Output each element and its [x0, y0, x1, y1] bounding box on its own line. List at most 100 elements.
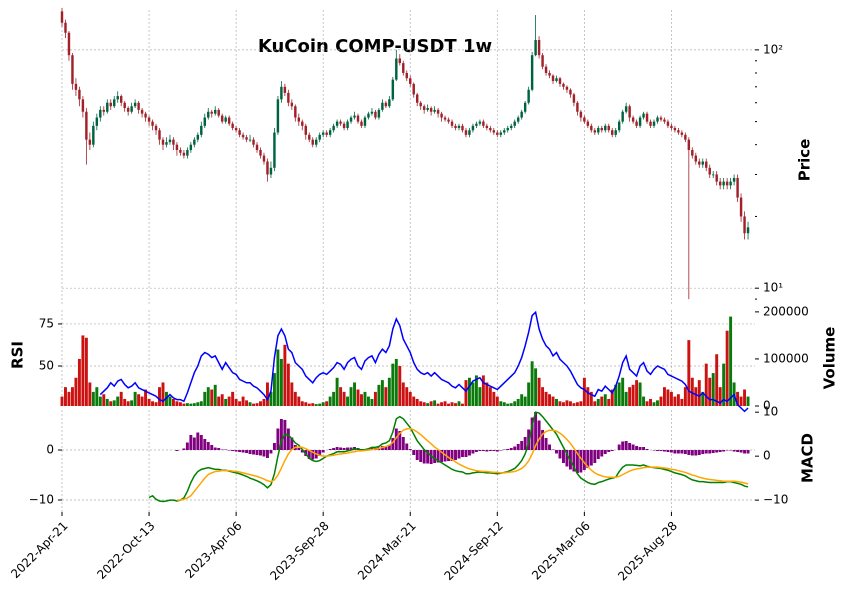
candle-body	[395, 58, 398, 80]
candle-body	[99, 109, 102, 118]
candle-body	[705, 161, 708, 168]
volume-bar	[119, 391, 123, 406]
candle-body	[520, 111, 523, 118]
volume-bar	[109, 401, 113, 406]
candle-body	[245, 137, 248, 140]
volume-bar	[290, 382, 294, 406]
histogram-bar	[318, 450, 322, 456]
volume-bar	[213, 384, 217, 406]
histogram-bar	[499, 450, 503, 451]
volume-bar	[158, 387, 161, 406]
histogram-bar	[335, 447, 339, 450]
candle-body	[415, 94, 419, 103]
candle-body	[701, 161, 704, 165]
volume-bar	[495, 396, 499, 406]
histogram-bar	[662, 450, 666, 452]
volume-bar	[555, 398, 558, 406]
volume-bar	[624, 391, 628, 406]
histogram-bar	[387, 445, 391, 450]
candle-body	[398, 58, 402, 64]
histogram-bar	[370, 447, 374, 450]
price-label: Price	[796, 139, 814, 182]
candle-body	[248, 139, 252, 141]
volume-bar	[196, 402, 200, 406]
y-tick-label: −10	[29, 493, 54, 507]
candle-body	[269, 167, 273, 175]
candle-body	[335, 121, 339, 126]
histogram-bar	[419, 450, 423, 462]
candle-body	[238, 130, 241, 135]
candle-body	[631, 117, 635, 122]
x-tick-label: 2022-Apr-21	[8, 519, 70, 581]
histogram-bar	[659, 450, 663, 451]
volume-bar	[64, 387, 67, 406]
volume-bar	[433, 400, 437, 406]
histogram-bar	[346, 447, 350, 450]
candle-body	[457, 125, 461, 129]
histogram-bar	[300, 450, 304, 453]
x-tick-label: 2024-Mar-21	[355, 519, 419, 583]
candle-body	[583, 117, 586, 122]
x-tick-label: 2023-Sep-28	[267, 519, 331, 583]
volume-bar	[736, 391, 740, 406]
histogram-bar	[582, 450, 586, 470]
volume-bar	[98, 396, 102, 406]
volume-bar	[582, 377, 586, 406]
candle-body	[301, 121, 304, 126]
volume-bar	[436, 403, 440, 406]
volume-bar	[558, 401, 562, 406]
volume-bar	[669, 391, 673, 406]
volume-bar	[91, 391, 95, 406]
histogram-bar	[548, 444, 552, 450]
candle-body	[475, 123, 478, 126]
volume-bar	[429, 401, 433, 406]
volume-bar	[304, 402, 308, 406]
volume-bar	[210, 389, 214, 406]
volume-bar	[360, 394, 363, 406]
candle-body	[405, 72, 408, 79]
candle-body	[172, 139, 175, 145]
volume-bar	[492, 391, 496, 406]
volume-bar	[203, 391, 207, 406]
candle-body	[186, 150, 189, 156]
histogram-bar	[192, 437, 196, 450]
volume-bar	[314, 404, 318, 406]
histogram-bar	[562, 450, 565, 463]
volume-bar	[178, 402, 182, 406]
histogram-bar	[436, 450, 440, 463]
volume-bar	[548, 394, 552, 406]
histogram-bar	[516, 444, 520, 450]
candle-body	[691, 150, 694, 156]
histogram-bar	[332, 448, 336, 450]
volume-bar	[415, 398, 419, 406]
candle-body	[527, 89, 530, 103]
rsi-label: RSI	[9, 341, 27, 369]
histogram-bar	[262, 450, 266, 457]
candle-body	[360, 121, 363, 126]
candle-body	[485, 125, 489, 129]
y-tick-label: 0	[763, 449, 771, 463]
histogram-bar	[391, 438, 395, 450]
volume-bar	[398, 366, 402, 406]
candle-body	[81, 99, 85, 112]
volume-bar	[185, 403, 189, 406]
histogram-bar	[349, 447, 353, 450]
volume-bar	[628, 387, 632, 406]
histogram-bar	[596, 450, 600, 459]
candle-body	[503, 130, 506, 133]
volume-bar	[318, 403, 322, 406]
volume-bar	[328, 396, 332, 406]
volume-bar	[366, 396, 370, 406]
histogram-bar	[454, 450, 457, 460]
candle-body	[252, 139, 255, 145]
histogram-bar	[610, 450, 614, 451]
volume-bar	[276, 349, 280, 406]
candle-body	[339, 121, 342, 124]
candle-body	[227, 117, 231, 124]
volume-bar	[638, 382, 642, 406]
histogram-bar	[652, 450, 656, 451]
candle-body	[314, 139, 318, 145]
candle-body	[419, 102, 422, 107]
y-tick-label: 200000	[763, 304, 809, 318]
volume-bar	[478, 387, 482, 406]
